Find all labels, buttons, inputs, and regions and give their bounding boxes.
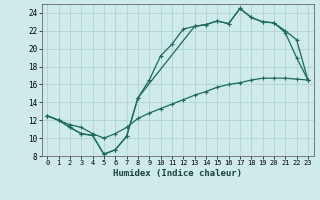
X-axis label: Humidex (Indice chaleur): Humidex (Indice chaleur) xyxy=(113,169,242,178)
